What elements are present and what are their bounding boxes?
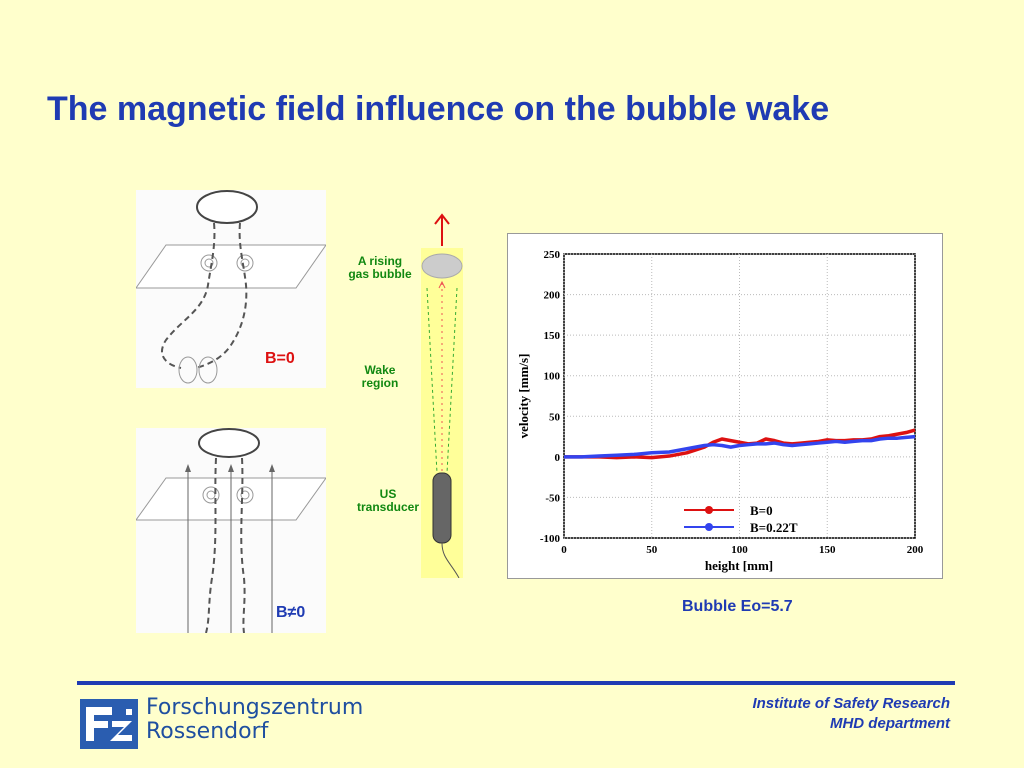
y-tick-label: 200 xyxy=(544,290,561,302)
department-name: MHD department xyxy=(829,715,950,732)
chart-caption: Bubble Eo=5.7 xyxy=(682,598,793,615)
institute-block: Institute of Safety Research MHD departm… xyxy=(752,694,950,734)
x-tick-label: 100 xyxy=(731,544,748,556)
y-tick-label: 0 xyxy=(555,452,561,464)
legend-label: B=0 xyxy=(750,503,773,518)
legend-swatch-marker xyxy=(705,523,713,531)
y-tick-label: 150 xyxy=(544,330,561,342)
velocity-chart: 0 50 100 150 200 -100 -50 0 50 100 150 200 250 heigh… xyxy=(507,233,943,579)
y-tick-label: -100 xyxy=(540,533,561,545)
bubble-column-drawing xyxy=(421,253,463,579)
b-zero-label: B=0 xyxy=(265,350,295,367)
y-tick-label: 50 xyxy=(549,411,561,423)
wake-diagram-b-zero: B=0 xyxy=(135,190,327,388)
y-tick-label: -50 xyxy=(545,492,560,504)
up-arrow-icon xyxy=(434,213,450,246)
series-line-2 xyxy=(564,434,916,459)
x-tick-label: 50 xyxy=(646,544,658,556)
wake-diagram-b-nonzero: B≠0 xyxy=(135,428,327,634)
institute-name: Institute of Safety Research xyxy=(752,695,950,712)
bubble-column xyxy=(421,248,463,579)
chart-legend: B=0 B=0.22T xyxy=(684,503,798,535)
logo-wordmark: Forschungszentrum Rossendorf xyxy=(146,696,363,744)
footer-divider xyxy=(77,681,955,685)
legend-swatch-marker xyxy=(705,506,713,514)
b-nonzero-label: B≠0 xyxy=(276,604,306,621)
velocity-chart-svg: 0 50 100 150 200 -100 -50 0 50 100 150 200 250 heigh… xyxy=(516,249,924,573)
wake-diagram-b-zero-drawing xyxy=(135,190,327,384)
x-axis-label: height [mm] xyxy=(705,558,773,573)
rising-bubble-label: A rising gas bubble xyxy=(348,254,412,281)
y-tick-label: 250 xyxy=(544,249,561,261)
wake-region-label: Wake region xyxy=(361,363,399,390)
logo-line-1: Forschungszentrum xyxy=(146,695,364,720)
logo-line-2: Rossendorf xyxy=(146,719,269,744)
x-tick-label: 150 xyxy=(819,544,836,556)
us-transducer-label: US transducer xyxy=(356,487,420,514)
y-axis-label: velocity [mm/s] xyxy=(516,354,531,439)
y-tick-label: 100 xyxy=(544,371,561,383)
x-tick-label: 0 xyxy=(561,544,567,556)
legend-label: B=0.22T xyxy=(750,520,798,535)
fzr-logo-icon xyxy=(80,699,138,749)
wake-diagram-b-nonzero-drawing xyxy=(135,428,327,634)
slide-title: The magnetic field influence on the bubb… xyxy=(47,90,830,128)
x-tick-label: 200 xyxy=(907,544,924,556)
